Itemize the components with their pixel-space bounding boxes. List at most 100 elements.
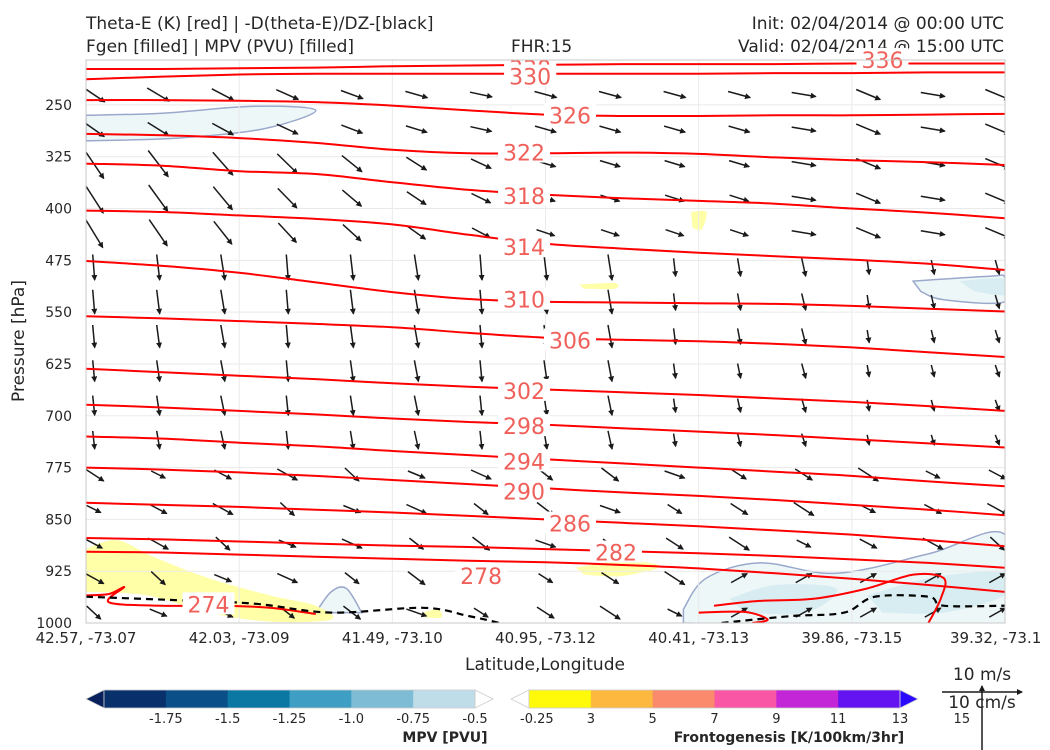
wind-arrow [470,469,492,480]
wind-arrow [155,289,163,315]
wind-arrow [214,573,233,583]
y-tick-label: 250 [45,98,72,114]
gradient-zero-line-left [86,595,500,623]
wind-arrow [220,360,227,383]
wind-arrow [671,363,678,380]
wind-arrow [91,289,98,315]
wind-arrow [478,360,485,383]
wind-arrow [988,572,1005,584]
y-tick-label: 700 [45,409,72,425]
wind-arrow [672,258,679,278]
wind-arrow [538,572,554,584]
contour-label-background [589,540,642,563]
wind-arrow [413,254,421,281]
wind-arrow [994,434,1001,446]
wind-arrow [91,324,98,349]
wind-arrow [349,324,356,349]
wind-arrow [277,222,297,244]
wind-arrow [473,607,489,618]
contour-label: 330 [509,66,551,91]
colorbar-tick-label: 9 [772,712,780,727]
contour-label-background [544,511,597,534]
wind-arrow [478,395,485,417]
wind-arrow [730,502,749,516]
mpv-negative-region [86,105,317,142]
wind-arrow [341,124,364,135]
wind-arrow [275,89,300,101]
wind-arrow [920,126,946,134]
wind-arrow [155,324,163,349]
contour-label: 306 [549,329,591,354]
contour-label: 282 [595,542,637,567]
wind-arrow [406,191,427,206]
contour-label-background [544,103,597,126]
wind-arrow [536,228,556,237]
colorbar-extend-low [510,689,530,709]
wind-arrow [599,125,622,134]
wind-arrow [470,158,492,169]
wind-arrow [994,364,1001,378]
wind-arrow [147,150,169,178]
wind-arrow [994,294,1001,310]
contour-label: 322 [503,142,545,167]
gradient-zero-line-right [721,594,1005,623]
wind-arrow [930,329,937,344]
wind-arrow [664,470,686,480]
colorbar-tick-label: 5 [649,712,657,727]
wind-arrow [599,159,621,169]
colorbar-tick-label: -1.75 [149,712,183,727]
wind-arrow [469,91,493,99]
contour-label-background [498,414,551,437]
wind-arrow [155,254,163,281]
wind-arrow [930,259,937,276]
wind-arrow [149,608,168,617]
contour-label-background [498,449,551,472]
x-tick-label: 41.49, -73.10 [342,629,443,647]
wind-arrow [855,227,882,239]
contour-label-background [498,287,551,310]
wind-arrow [405,90,429,100]
wind-arrow [800,398,808,414]
wind-arrow [478,289,485,315]
wind-arrow [406,608,428,618]
wind-arrow [478,430,485,450]
wind-arrow [146,87,171,102]
y-axis-label: Pressure [hPa] [9,280,29,402]
contour-label: 298 [503,415,545,440]
wind-arrow [729,228,750,237]
contour-label: 302 [503,380,545,405]
colorbar-tick-label: -0.25 [520,712,554,727]
wind-arrow [155,430,162,450]
wind-arrow [407,470,426,479]
colorbar-segment [590,690,654,708]
wind-arrow [800,363,808,380]
wind-arrow [671,433,678,448]
colorbar-tick-label: 13 [892,712,909,727]
wind-arrow [535,539,557,549]
wind-arrow [600,228,620,237]
wind-arrow [859,607,878,618]
wind-arrow [985,227,1005,239]
wind-arrow [728,159,751,169]
x-axis-label: Latitude,Longitude [465,655,625,675]
wind-arrow [607,360,615,383]
wind-arrow [994,329,1001,344]
wind-arrow [985,192,1005,205]
wind-arrow [730,572,748,584]
wind-arrow [791,91,817,99]
wind-arrow [534,125,557,134]
wind-arrow [276,153,299,175]
colorbar-tick-label: 7 [710,712,718,727]
wind-arrow [150,571,166,586]
wind-arrow [478,324,485,349]
wind-arrow [91,254,98,281]
x-axis-ticks: 42.57, -73.07 42.03, -73.09 41.49, -73.10 4… [36,629,1042,647]
wind-key: 10 m/s 10 cm/s [942,665,1023,750]
y-tick-label: 325 [45,150,72,166]
init-time: Init: 02/04/2014 @ 00:00 UTC [751,14,1004,34]
wind-arrow [860,504,877,514]
wind-arrow [728,125,751,134]
mpv-negative-region [314,586,364,614]
mpv-negative-core [959,278,1005,296]
wind-arrow [728,536,750,551]
